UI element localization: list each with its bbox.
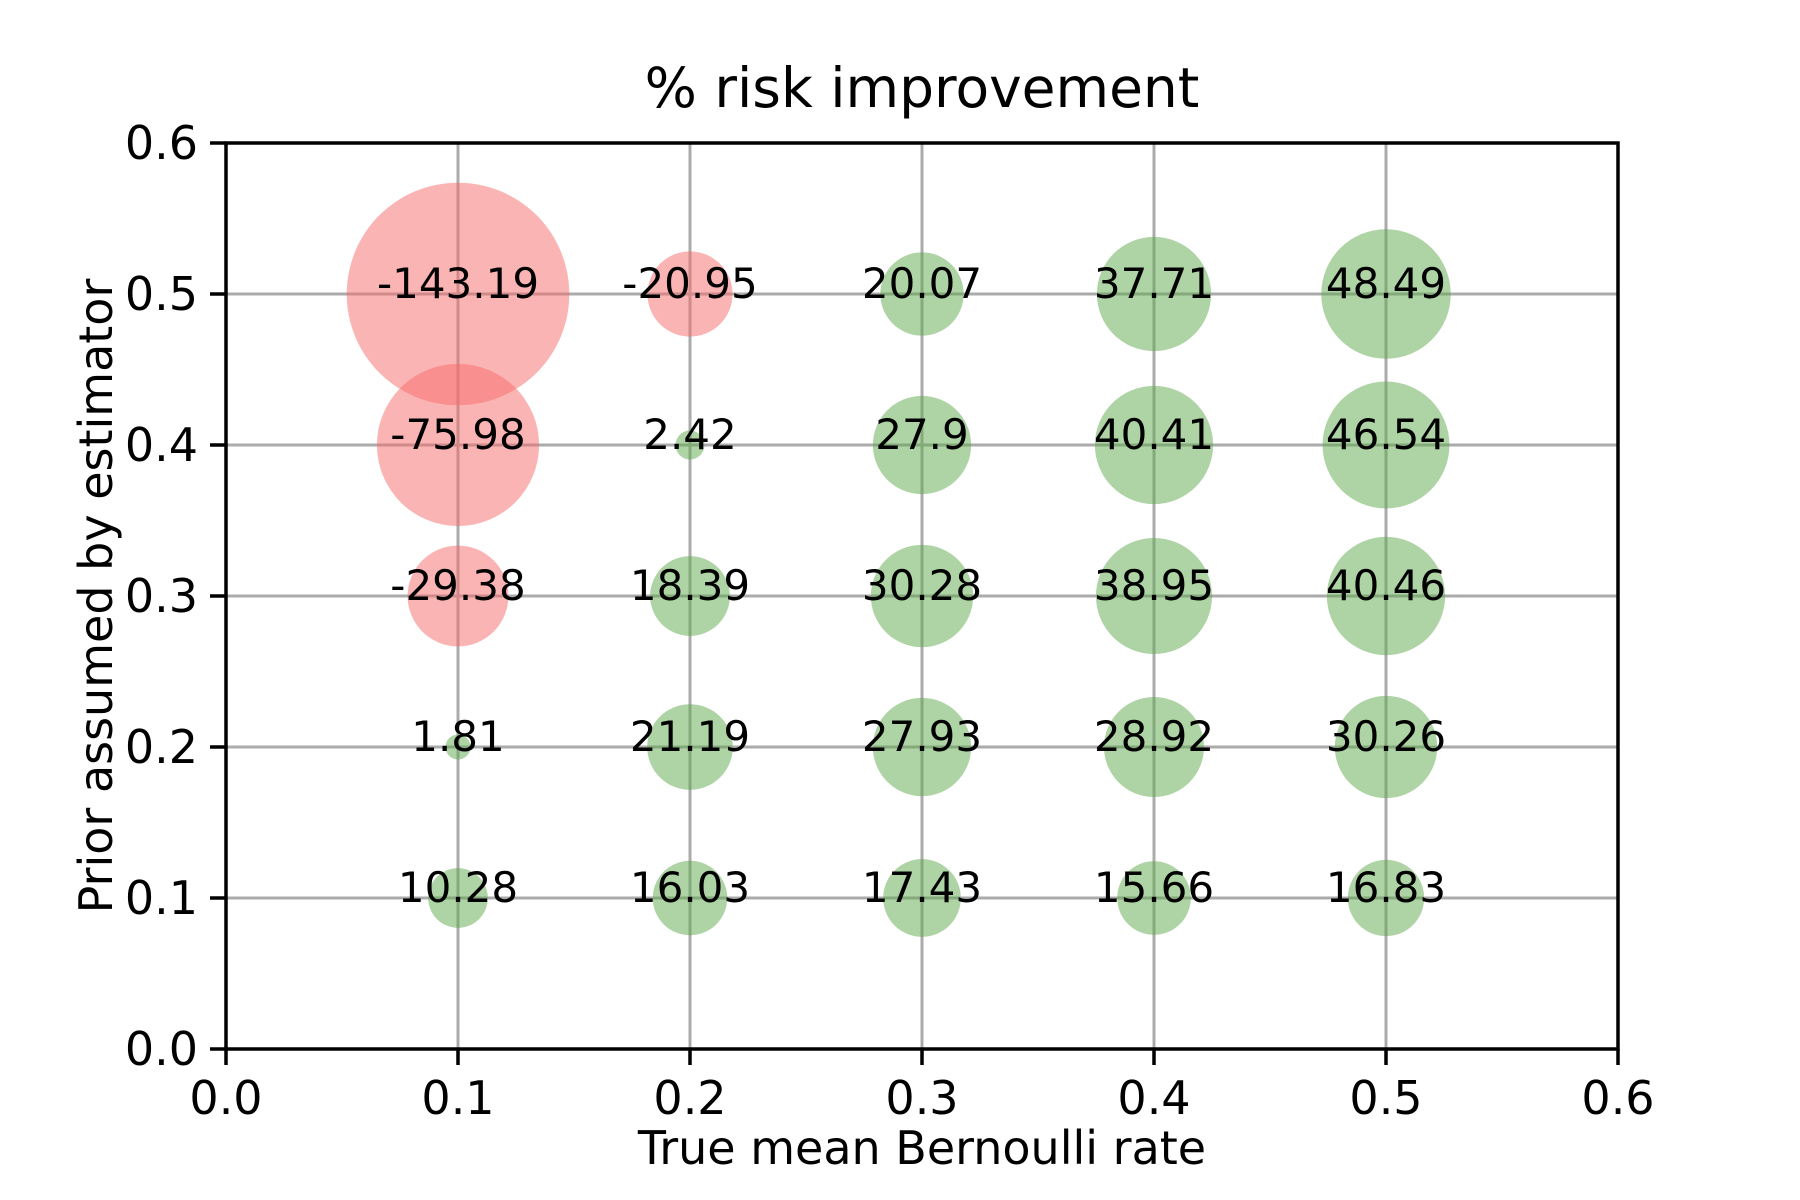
- data-bubble: [1322, 381, 1450, 509]
- data-bubble: [647, 251, 733, 337]
- data-bubble: [1096, 236, 1212, 352]
- axis-tick-marks: [210, 141, 1620, 1065]
- bubble-value-label: 21.19: [630, 712, 750, 761]
- axis-tick-labels: 0.0 0.1 0.2 0.3 0.4 0.5 0.6 0.0 0.1 0.2 0.3 0.4 0.5 0…: [125, 116, 1655, 1125]
- data-bubble: [1117, 861, 1191, 935]
- data-bubble: [346, 182, 570, 406]
- data-bubble: [883, 859, 961, 937]
- data-bubble: [870, 544, 974, 648]
- x-tick-label: 0.1: [421, 1071, 494, 1125]
- y-tick-label: 0.0: [125, 1022, 198, 1076]
- y-tick-label: 0.4: [125, 418, 198, 472]
- data-bubble: [675, 430, 705, 460]
- x-tick-label: 0.2: [653, 1071, 726, 1125]
- bubble-value-label: 38.95: [1094, 561, 1214, 610]
- data-bubble: [872, 395, 972, 495]
- data-bubble: [1326, 536, 1446, 656]
- bubble-value-label: 27.93: [862, 712, 982, 761]
- chart-title: % risk improvement: [645, 56, 1200, 120]
- bubbles: [346, 182, 1451, 937]
- y-axis-label: Prior assumed by estimator: [69, 279, 123, 914]
- bubble-value-label: 2.42: [643, 410, 737, 459]
- bubble-value-label: 16.83: [1326, 863, 1446, 912]
- bubble-value-label: 46.54: [1326, 410, 1446, 459]
- bubble-value-label: 27.9: [875, 410, 969, 459]
- bubble-value-label: 28.92: [1094, 712, 1214, 761]
- data-bubble: [1321, 229, 1451, 359]
- data-bubble: [1095, 537, 1213, 655]
- bubble-value-label: -143.19: [377, 259, 539, 308]
- data-bubble: [872, 697, 972, 797]
- data-bubble: [376, 363, 540, 527]
- bubble-value-label: 10.28: [398, 863, 518, 912]
- x-tick-label: 0.0: [189, 1071, 262, 1125]
- data-bubble: [1103, 696, 1205, 798]
- y-tick-label: 0.1: [125, 871, 198, 925]
- data-bubble: [650, 556, 730, 636]
- data-bubble: [1094, 385, 1214, 505]
- bubble-value-label: -29.38: [390, 561, 525, 610]
- data-bubble: [880, 252, 964, 336]
- data-bubble: [1347, 859, 1425, 937]
- y-tick-label: 0.5: [125, 267, 198, 321]
- x-axis-label: True mean Bernoulli rate: [637, 1121, 1206, 1175]
- bubble-value-label: -75.98: [390, 410, 525, 459]
- bubble-value-label: -20.95: [622, 259, 757, 308]
- bubble-value-label: 17.43: [862, 863, 982, 912]
- x-tick-label: 0.5: [1349, 1071, 1422, 1125]
- data-bubble: [407, 545, 509, 647]
- bubble-value-label: 30.26: [1326, 712, 1446, 761]
- bubble-value-label: 15.66: [1094, 863, 1214, 912]
- x-tick-label: 0.3: [885, 1071, 958, 1125]
- bubble-value-label: 40.46: [1326, 561, 1446, 610]
- bubble-value-label: 48.49: [1326, 259, 1446, 308]
- bubble-value-label: 18.39: [630, 561, 750, 610]
- bubble-value-label: 20.07: [862, 259, 982, 308]
- bubble-value-label: 16.03: [630, 863, 750, 912]
- bubble-value-label: 40.41: [1094, 410, 1214, 459]
- data-bubble: [428, 868, 488, 928]
- x-tick-label: 0.6: [1581, 1071, 1654, 1125]
- data-bubble: [1334, 695, 1438, 799]
- data-bubble: [647, 704, 733, 790]
- y-tick-label: 0.2: [125, 720, 198, 774]
- data-bubble: [652, 860, 728, 936]
- x-tick-label: 0.4: [1117, 1071, 1190, 1125]
- y-tick-label: 0.3: [125, 569, 198, 623]
- data-bubble: [445, 734, 471, 760]
- bubble-value-label: 1.81: [411, 712, 505, 761]
- bubble-value-label: 30.28: [862, 561, 982, 610]
- bubble-value-labels: -143.19 -20.95 20.07 37.71 48.49 -75.98 2.42 27…: [377, 259, 1446, 912]
- bubble-value-label: 37.71: [1094, 259, 1214, 308]
- y-tick-label: 0.6: [125, 116, 198, 170]
